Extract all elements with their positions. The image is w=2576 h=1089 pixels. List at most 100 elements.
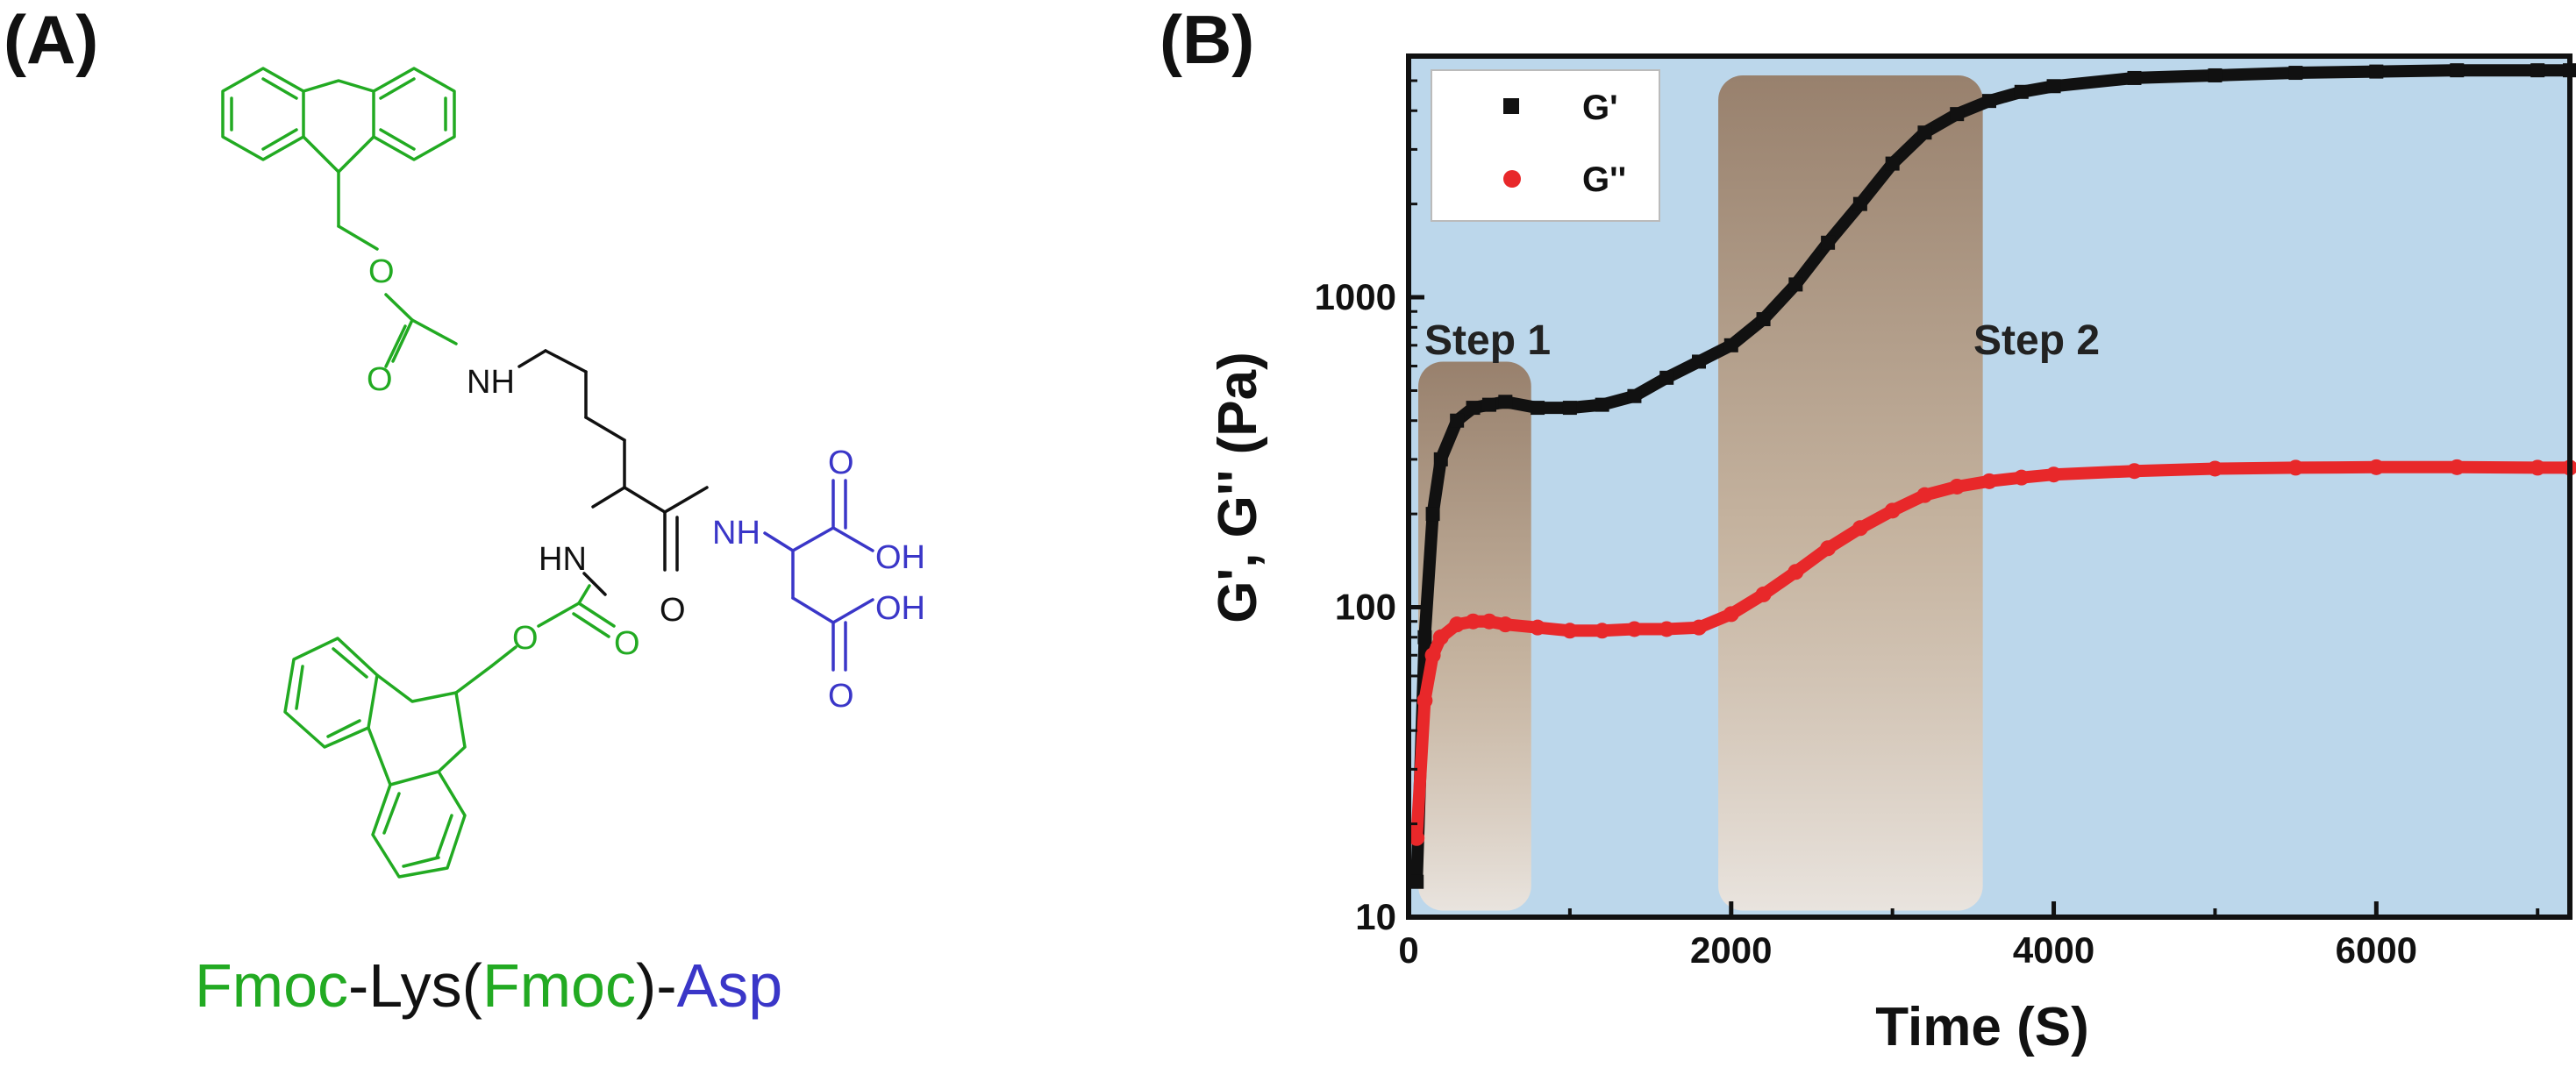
data-point — [1659, 621, 1675, 637]
lys-chain-2 — [544, 349, 588, 374]
data-point — [1531, 401, 1545, 416]
data-point — [1449, 616, 1466, 633]
data-point — [2127, 70, 2142, 85]
caption-lys: -Lys( — [348, 951, 482, 1020]
fmoc-top-c-n — [410, 318, 458, 345]
fmoc-top-five-ring-b — [302, 135, 375, 174]
data-point — [1950, 107, 1965, 122]
lysine-backbone — [517, 349, 709, 596]
data-point — [1561, 623, 1578, 639]
data-point — [1659, 370, 1674, 385]
data-point — [2014, 84, 2029, 99]
fmoc-top-c-o — [391, 318, 414, 363]
legend-box — [1431, 69, 1660, 222]
caption-asp: Asp — [676, 951, 783, 1020]
data-point — [2530, 459, 2546, 476]
lys-hn-down — [582, 572, 607, 596]
data-point — [1982, 94, 1996, 109]
plot-frame — [1406, 53, 2572, 920]
data-point — [1692, 354, 1706, 369]
legend-marker-g-double-prime — [1503, 170, 1521, 188]
series-layer — [1409, 63, 2576, 889]
atom-nh-1: NH — [467, 364, 515, 401]
fmoc-top-o-c — [384, 293, 414, 322]
data-point — [2208, 68, 2223, 82]
asp-n-ca — [763, 531, 795, 552]
fmoc-top-ch2-o — [337, 224, 379, 251]
annotation-step-2: Step 2 — [1973, 317, 2100, 364]
aspartic-acid-group — [763, 479, 874, 672]
legend: G' G'' — [1431, 69, 1660, 222]
lys-alpha-n — [591, 486, 626, 509]
fmoc-bottom-c — [537, 601, 581, 628]
atom-o-carbonyl-1: O — [367, 361, 393, 398]
fmoc-top-ring-left-inner3 — [261, 128, 298, 151]
x-tick-label: 6000 — [2336, 929, 2417, 971]
fmoc-top-ring-left — [221, 67, 305, 161]
fmoc-top-c-o-double — [384, 324, 407, 368]
data-point — [1821, 235, 1836, 250]
data-point — [1627, 388, 1642, 403]
data-point — [1433, 452, 1448, 466]
fmoc-bottom-c-o-double — [572, 612, 610, 638]
atom-oh-1: OH — [875, 539, 925, 576]
legend-label-g-double-prime: G'' — [1582, 160, 1626, 199]
data-point — [1755, 586, 1772, 602]
data-point — [1884, 502, 1901, 519]
legend-marker-g-prime — [1503, 98, 1519, 114]
fmoc-bottom-ring-left-inner — [295, 665, 304, 710]
y-tick-label: 1000 — [1315, 276, 1396, 317]
panel-b-label: (B) — [1160, 1, 1255, 78]
data-point — [2126, 463, 2143, 480]
data-point — [1723, 338, 1738, 352]
fmoc-bottom-five-ring-b — [437, 691, 467, 773]
panel-a-label: (A) — [4, 1, 99, 78]
lys-alpha-c — [623, 486, 667, 514]
data-point — [1723, 606, 1739, 623]
asp-ca-c — [791, 526, 835, 552]
data-point — [1852, 196, 1867, 211]
data-point — [2450, 63, 2465, 78]
atom-o-amide: O — [660, 592, 686, 629]
data-point — [1465, 613, 1481, 630]
data-point — [1949, 478, 1966, 495]
data-point — [1917, 125, 1932, 140]
x-axis-label: Time (S) — [1875, 997, 2088, 1057]
data-point — [1820, 540, 1837, 557]
data-point — [1626, 621, 1643, 637]
legend-label-g-prime: G' — [1582, 89, 1618, 127]
axis-ticks: 0 2000 4000 6000 10 100 1000 — [1315, 54, 2540, 971]
molecule-caption: Fmoc-Lys(Fmoc)-Asp — [195, 950, 782, 1021]
atom-oh-2: OH — [875, 590, 925, 627]
fmoc-bottom-ring-left-inner2 — [332, 647, 368, 679]
data-point — [1416, 692, 1433, 708]
data-point — [2013, 469, 2030, 486]
data-point — [1691, 619, 1707, 636]
fmoc-top-five-ring — [302, 79, 375, 93]
caption-dash: )- — [635, 951, 677, 1020]
data-point — [1916, 487, 1933, 503]
x-tick-label: 2000 — [1690, 929, 1772, 971]
data-point — [2449, 459, 2465, 475]
fmoc-bottom-c-o — [577, 601, 616, 628]
fmoc-top-ring-right — [372, 67, 456, 161]
lys-chain-4 — [584, 416, 626, 442]
data-point — [2369, 64, 2384, 79]
data-point — [1756, 312, 1771, 327]
data-point — [2207, 460, 2223, 477]
data-point — [2530, 63, 2545, 78]
molecule-structure: O O NH HN O NH — [221, 67, 925, 879]
data-point — [1788, 564, 1804, 580]
lys-chain-1 — [517, 349, 547, 368]
atom-nh-3: NH — [712, 515, 760, 552]
data-point — [1466, 401, 1481, 416]
data-point — [1885, 156, 1900, 171]
series-g-prime — [1409, 63, 2576, 889]
data-point — [1424, 647, 1441, 664]
data-point — [1981, 473, 1997, 489]
data-point — [1425, 507, 1440, 522]
data-point — [1498, 395, 1513, 409]
step-1-region — [1418, 361, 1531, 911]
lys-c-nh — [663, 486, 709, 514]
fmoc-top-ring-right-inner2 — [379, 77, 416, 100]
